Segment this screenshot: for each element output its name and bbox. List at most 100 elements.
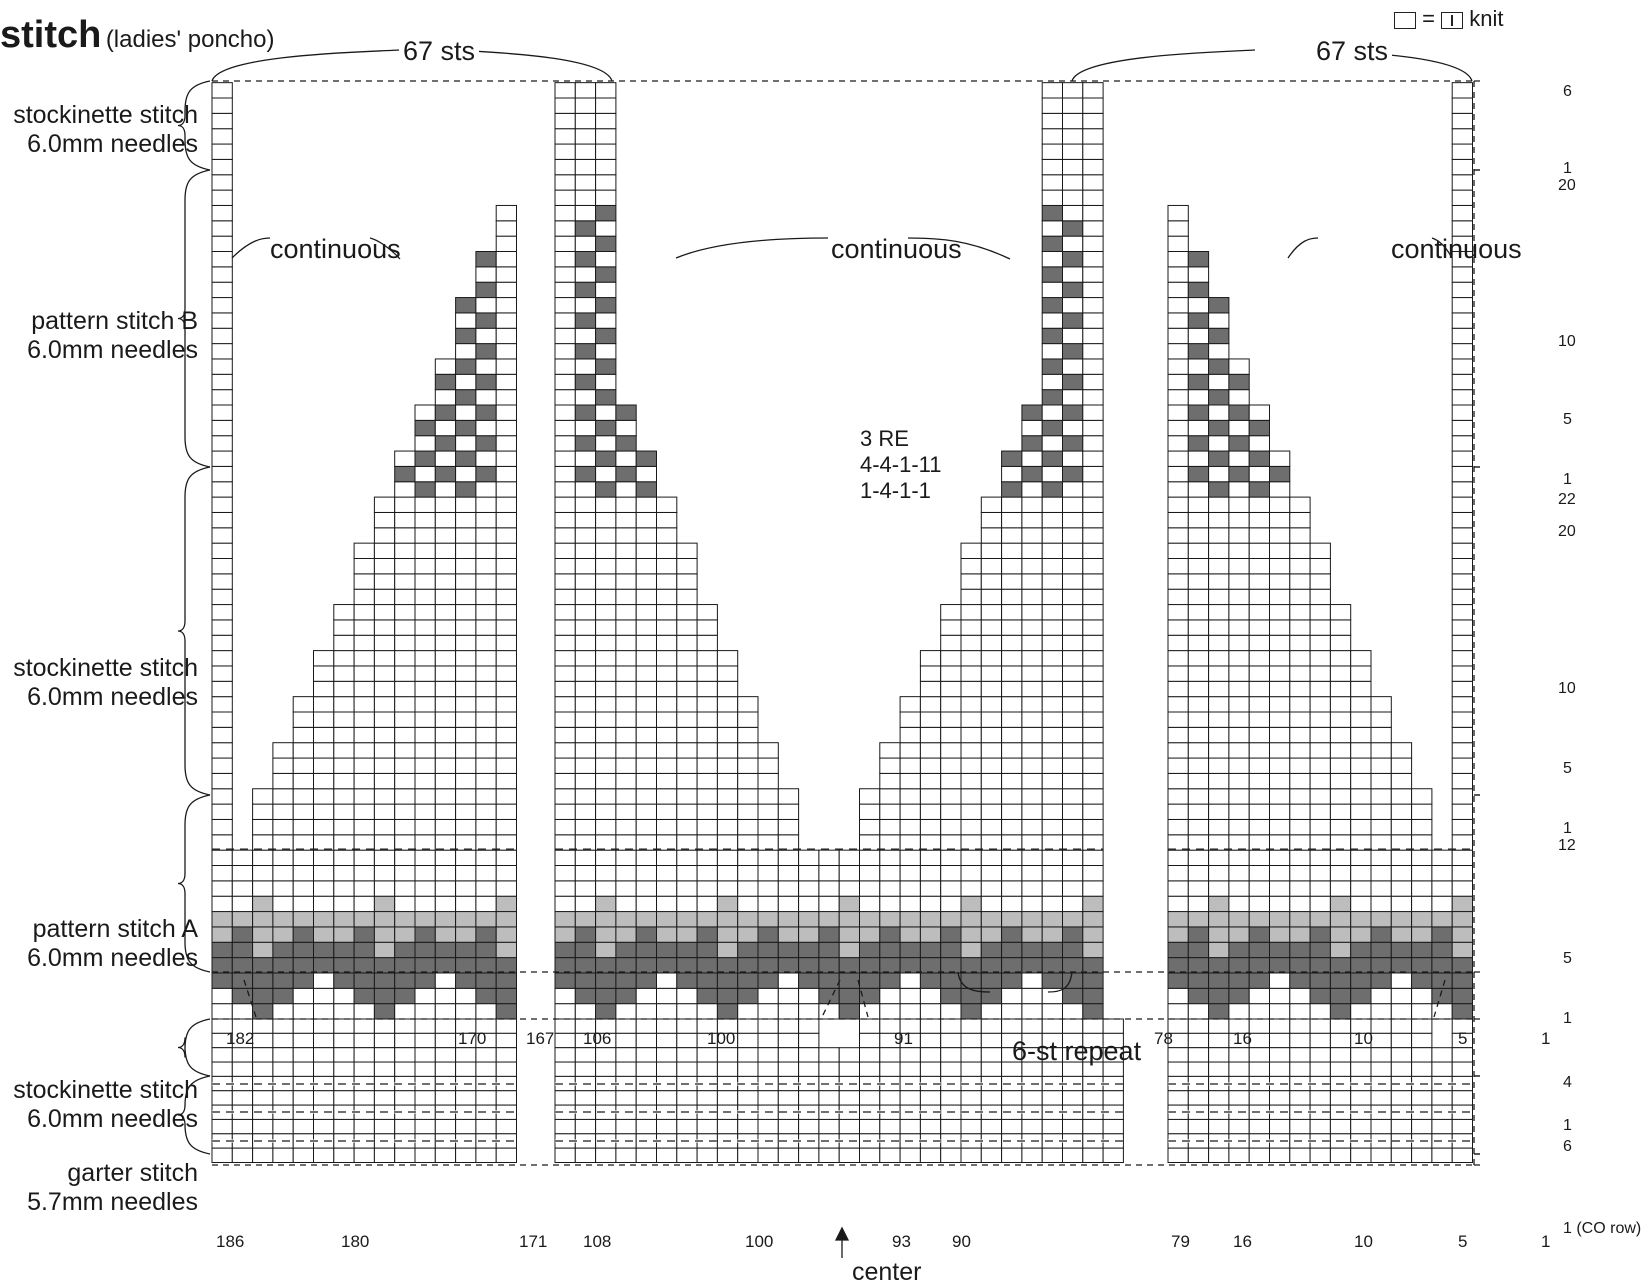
stitch-cell [1187,665,1210,682]
stitch-cell [1411,1118,1433,1135]
stitch-cell [1041,82,1063,99]
stitch-cell [1309,742,1331,759]
stitch-cell [1082,772,1104,790]
stitch-cell [1082,1018,1104,1034]
stitch-cell [696,788,718,805]
stitch-cell [980,588,1003,606]
stitch-cell [1431,849,1453,867]
row-number: 20 [1558,177,1576,194]
stitch-cell [980,680,1003,698]
stitch-cell [1167,650,1189,667]
stitch-cell [656,987,678,1005]
stitch-cell [1431,880,1453,897]
stitch-cell [1390,834,1413,851]
stitch-cell [1001,465,1023,483]
stitch-cell [595,174,617,191]
stitch-cell [1451,818,1473,836]
stitch-cell [1248,450,1270,467]
stitch-cell [1041,834,1063,851]
stitch-cell [1187,266,1210,283]
stitch-cell [1021,711,1043,728]
stitch-cell [1248,941,1270,959]
stitch-cell [818,1061,840,1077]
stitch-cell [696,895,718,913]
stitch-cell [1041,450,1063,467]
stitch-cell [960,542,982,560]
stitch-cell [1289,1003,1311,1020]
stitch-cell [1041,957,1063,974]
stitch-cell [1431,895,1453,913]
stitch-cell [554,1047,576,1063]
stitch-cell [211,204,233,222]
stitch-cell [574,251,597,268]
stitch-cell [1451,1061,1473,1077]
stitch-cell [1228,957,1250,974]
stitch-cell [1248,726,1270,744]
stitch-cell [1001,650,1023,667]
stitch-cell [879,926,901,943]
row-tick [1474,169,1480,468]
stitch-cell [1041,865,1063,882]
stitch-cell [777,803,800,820]
stitch-cell [231,1147,254,1164]
stitch-cell [1062,158,1084,176]
stitch-cell [1309,558,1331,575]
stitch-cell [716,818,739,836]
stitch-cell [211,404,233,421]
stitch-cell [1269,450,1291,467]
stitch-cell [272,849,294,867]
stitch-cell [1021,926,1043,943]
stitch-cell [1228,604,1250,621]
stitch-cell [859,972,881,989]
stitch-cell [1187,389,1210,406]
stitch-cell [1062,926,1084,943]
stitch-cell [615,849,637,867]
stitch-cell [554,604,576,621]
stitch-cell [1167,358,1189,375]
section-label-stockinette-bottom: stockinette stitch 6.0mm needles [13,1076,198,1133]
stitch-cell [1187,496,1210,513]
stitch-cell [574,742,597,759]
stitch-cell [495,358,518,375]
stitch-cell [1269,1003,1291,1020]
stitch-cell [554,803,576,820]
stitch-cell [1269,772,1291,790]
stitch-cell [1329,1032,1352,1049]
stitch-cell [495,266,518,283]
stitch-cell [394,527,416,544]
stitch-cell [919,987,942,1005]
stitch-cell [1451,297,1473,314]
stitch-cell [554,573,576,590]
stitch-cell [940,788,962,805]
stitch-cell [919,1047,942,1063]
stitch-cell [574,558,597,575]
stitch-cell [615,1090,637,1106]
stitch-cell [272,1018,294,1034]
stitch-cell [373,726,396,744]
stitch-cell [859,1147,881,1164]
stitch-cell [1451,189,1473,206]
stitch-cell [757,788,779,805]
center-arrow-head [834,1226,850,1241]
stitch-cell [252,926,274,943]
stitch-cell [455,650,477,667]
stitch-cell [353,926,375,943]
stitch-cell [1041,281,1063,299]
stitch-cell [252,1147,274,1164]
stitch-cell [313,803,335,820]
stitch-cell [757,803,779,820]
stitch-cell [475,343,497,360]
stitch-cell [737,726,759,744]
stitch-cell [1041,158,1063,176]
stitch-cell [1001,957,1023,974]
stitch-cell [373,911,396,928]
stitch-cell [313,1118,335,1135]
stitch-cell [1187,604,1210,621]
stitch-cell [1021,972,1043,989]
stitch-cell [495,880,518,897]
stitch-cell [615,665,637,682]
stitch-cell [1208,604,1230,621]
stitch-cell [333,1018,355,1034]
stitch-cell [635,680,658,698]
stitch-cell [960,957,982,974]
